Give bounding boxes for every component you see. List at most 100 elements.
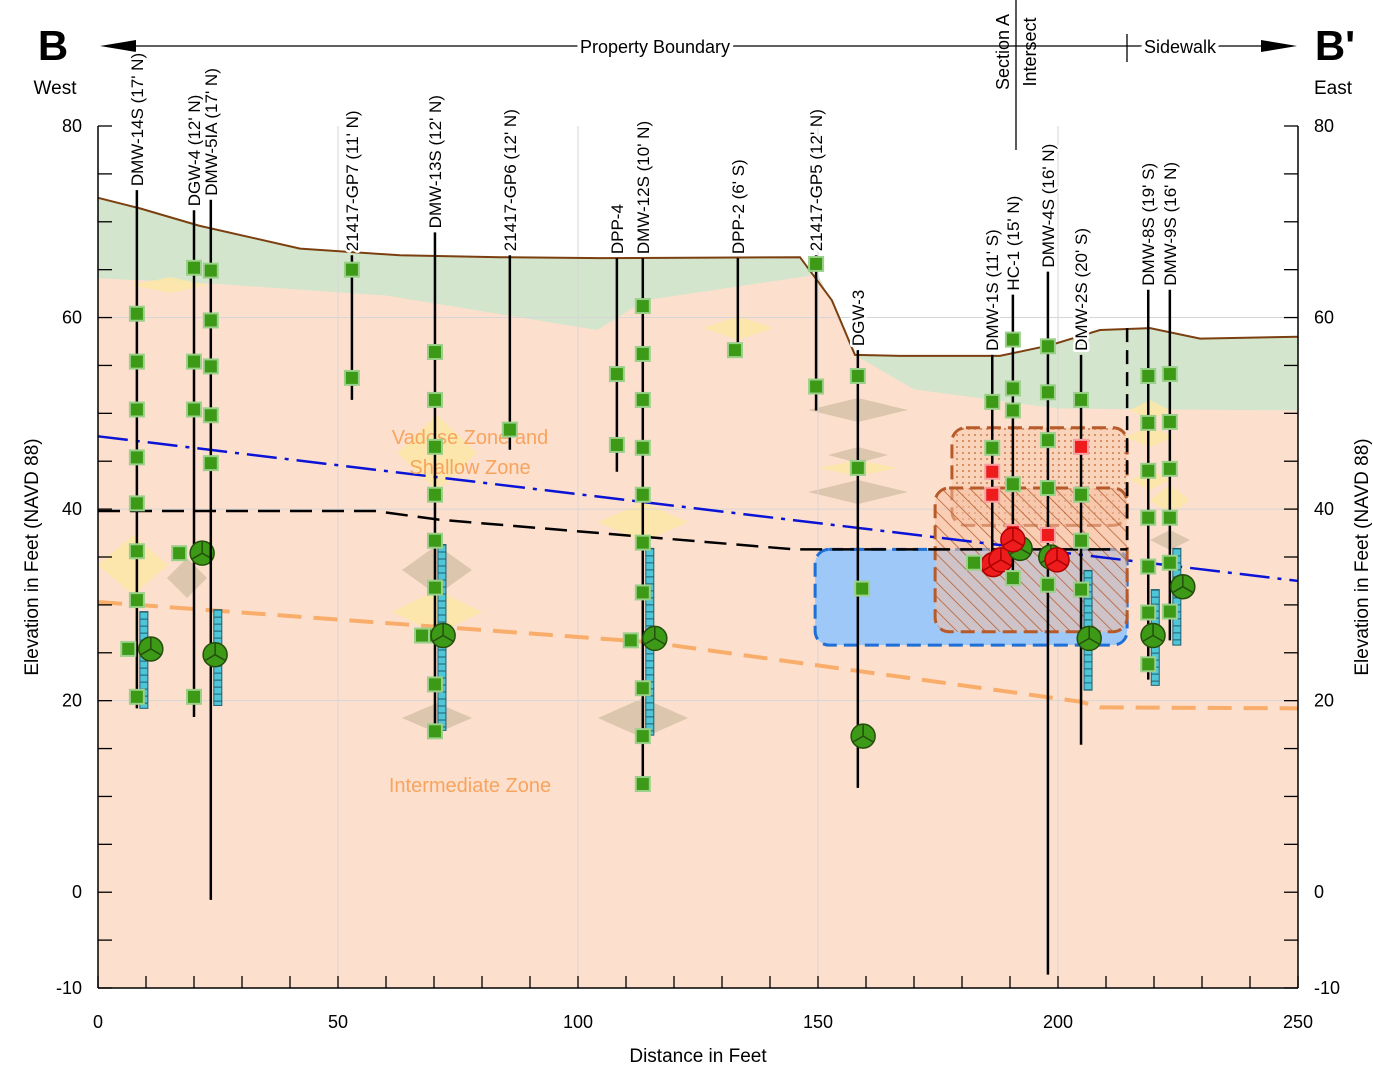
x-tick-label: 150 — [803, 1012, 833, 1032]
arrow-head — [1261, 40, 1297, 52]
well-label: HC-1 (15' N) — [1004, 196, 1023, 291]
header: Property Boundary Sidewalk Section A Int… — [34, 0, 1355, 150]
y2-tick-label: 80 — [1314, 116, 1334, 136]
soil-sample — [186, 259, 202, 276]
soil-sample — [426, 532, 443, 549]
section-end-left: B — [38, 22, 68, 69]
soil-sample — [726, 342, 743, 359]
well-label: 21417-GP6 (12' N) — [501, 109, 520, 251]
soil-sample — [186, 688, 202, 705]
soil-sample — [634, 680, 651, 697]
x-tick-label: 100 — [563, 1012, 593, 1032]
soil-sample — [186, 353, 202, 370]
soil-sample — [634, 345, 651, 362]
soil-sample — [414, 627, 430, 644]
lens — [98, 535, 168, 595]
soil-sample — [128, 305, 145, 322]
soil-sample — [634, 775, 651, 792]
soil-sample — [171, 545, 188, 562]
wells: DMW-14S (17' N) DGW-4 (12' N)DMW-5IA (17'… — [120, 50, 1196, 975]
soil-sample — [1004, 570, 1021, 587]
soil-sample — [186, 401, 202, 418]
soil-sample — [1073, 486, 1090, 503]
sample-spoke — [852, 735, 864, 743]
soil-sample — [1004, 476, 1021, 493]
soil-sample — [634, 391, 651, 408]
soil-sample — [1161, 509, 1178, 526]
y2-tick-label: 40 — [1314, 499, 1334, 519]
soil-sample — [1039, 338, 1056, 355]
soil-sample — [1161, 603, 1178, 620]
detect-sample — [984, 463, 1001, 480]
well-label: 21417-GP7 (11' N) — [343, 110, 362, 251]
well-label: DMW-4S (16' N) — [1039, 144, 1058, 268]
sample-spoke — [654, 637, 666, 646]
soil-sample — [1161, 413, 1178, 430]
soil-sample — [202, 262, 219, 279]
sidewalk-label: Sidewalk — [1144, 37, 1217, 57]
soil-sample — [622, 632, 639, 649]
sample-spoke — [1000, 559, 1012, 567]
y2-tick-label: 0 — [1314, 882, 1324, 902]
well-label: DMW-1S (11' S) — [983, 229, 1002, 351]
x-tick-label: 0 — [93, 1012, 103, 1032]
soil-sample — [128, 401, 145, 418]
soil-sample — [426, 723, 443, 740]
well-label: DGW-4 (12' N) — [185, 95, 204, 207]
detect-sample — [984, 486, 1001, 503]
soil-sample — [1140, 367, 1157, 384]
y-tick-label: 80 — [62, 116, 82, 136]
ground-line — [97, 196, 1299, 357]
soil-sample — [1004, 380, 1021, 397]
soil-sample — [1140, 509, 1157, 526]
soil-sample — [984, 439, 1001, 456]
well-label: DPP-4 — [608, 204, 627, 254]
y2-tick-label: 60 — [1314, 308, 1334, 328]
detect-sample — [1073, 438, 1090, 455]
section-label: Section A — [993, 14, 1013, 90]
detect-sample — [1039, 526, 1056, 543]
y2-axis-title: Elevation in Feet (NAVD 88) — [1352, 438, 1373, 675]
soil-sample — [426, 344, 443, 361]
soil-sample — [849, 367, 866, 384]
y-tick-label: 20 — [62, 691, 82, 711]
soil-sample — [426, 486, 443, 503]
sample-spoke — [1152, 634, 1164, 643]
soil-sample — [1140, 462, 1157, 479]
x-tick-label: 200 — [1043, 1012, 1073, 1032]
black-dash-line — [98, 509, 1128, 551]
zone-label: Intermediate Zone — [389, 775, 551, 797]
soil-sample — [343, 261, 360, 278]
sample-spoke — [990, 559, 1002, 567]
well-label: DMW-5IA (17' N) — [202, 68, 221, 196]
soil-sample — [634, 584, 651, 601]
sample-spoke — [140, 648, 152, 656]
soil-sample — [426, 579, 443, 596]
well-label: 21417-GP5 (12' N) — [807, 109, 826, 251]
sample-spoke — [442, 634, 454, 643]
soil-sample — [849, 459, 866, 476]
soil-sample — [1073, 581, 1090, 598]
well-label: DMW-14S (17' N) — [128, 53, 147, 186]
direction-left: West — [34, 78, 78, 99]
well-label: DMW-2S (20' S) — [1072, 228, 1091, 351]
soil-sample — [608, 436, 625, 453]
sample-spoke — [862, 735, 874, 743]
lens — [402, 703, 472, 733]
soil-sample — [634, 439, 651, 456]
soil-sample — [1161, 460, 1178, 477]
soil-sample — [634, 728, 651, 745]
boundary-label: Property Boundary — [580, 37, 730, 57]
well-label: DGW-3 — [849, 290, 868, 346]
well-label: DMW-13S (12' N) — [426, 95, 445, 228]
sample-spoke — [432, 634, 444, 643]
y-tick-label: 60 — [62, 308, 82, 328]
sample-spoke — [1078, 637, 1090, 646]
soil-sample — [1039, 576, 1056, 593]
soil-sample — [1039, 384, 1056, 401]
sample-spoke — [644, 637, 656, 646]
x-axis-title: Distance in Feet — [629, 1046, 767, 1067]
soil-sample — [854, 580, 871, 597]
soil-sample — [1004, 402, 1021, 419]
soil-sample — [426, 391, 443, 408]
